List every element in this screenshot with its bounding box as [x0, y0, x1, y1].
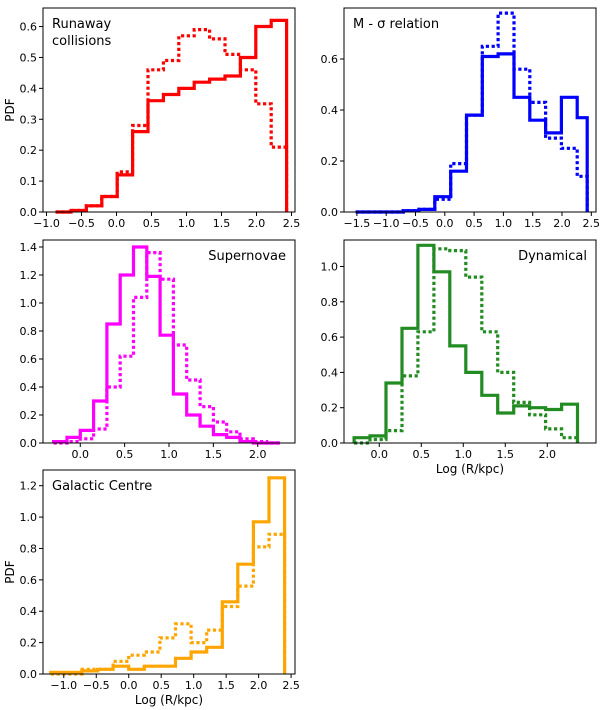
axes-frame: [42, 7, 296, 213]
y-tick-label: 0.6: [20, 21, 38, 34]
axes-frame: [42, 469, 296, 675]
panel-title: Galactic Centre: [52, 479, 152, 494]
y-tick-label: 0.2: [321, 402, 339, 415]
y-tick-label: 0.8: [20, 325, 38, 338]
panel-title: Runaway: [52, 17, 111, 32]
histogram-solid-series: [355, 52, 589, 214]
panel-title: M - σ relation: [353, 17, 439, 32]
panel-title: Dynamical: [518, 249, 587, 264]
x-tick-label: 0.0: [72, 448, 90, 461]
y-axis-label: PDF: [3, 560, 17, 583]
y-tick-label: 1.2: [20, 269, 38, 282]
x-tick-label: 2.0: [539, 448, 557, 461]
x-tick-label: 1.5: [497, 448, 515, 461]
x-tick-label: 1.5: [213, 217, 231, 230]
y-tick-label: 0.1: [20, 175, 38, 188]
y-tick-label: 0.6: [20, 353, 38, 366]
x-tick-label: −0.5: [83, 679, 110, 692]
x-tick-label: 0.0: [371, 448, 389, 461]
panel-title: Supernovae: [208, 249, 286, 264]
x-tick-label: −1.0: [33, 217, 60, 230]
x-tick-label: −1.0: [373, 217, 400, 230]
x-tick-label: −1.0: [50, 679, 77, 692]
x-tick-label: 1.5: [205, 448, 223, 461]
y-tick-label: 1.0: [20, 297, 38, 310]
x-axis-label: Log (R/kpc): [436, 462, 504, 476]
axes-frame: [343, 239, 597, 444]
panel-4: 0.0 0.5 1.0 1.5 2.0 0.0 0.2 0.4 0.6 0.8 1.0 Dynamic…: [321, 239, 597, 476]
x-tick-label: 2.5: [283, 217, 301, 230]
y-tick-label: 0.4: [20, 381, 38, 394]
y-tick-label: 1.0: [321, 260, 339, 273]
x-tick-label: −0.5: [68, 217, 95, 230]
y-tick-label: 1.2: [20, 480, 38, 493]
y-tick-label: 0.2: [20, 637, 38, 650]
x-axis-label: Log (R/kpc): [135, 693, 203, 707]
y-tick-label: 0.0: [321, 206, 339, 219]
x-tick-label: 0.5: [143, 217, 161, 230]
x-tick-label: 0.5: [413, 448, 431, 461]
x-tick-label: 1.5: [217, 679, 235, 692]
histogram-solid-series: [352, 243, 580, 443]
histogram-dotted-series: [53, 251, 280, 445]
panel-1: −1.0 −0.5 0.0 0.5 1.0 1.5 2.0 2.5 0.0 0.1 0.2 0.3 0.…: [3, 7, 301, 230]
y-tick-label: 0.4: [321, 104, 339, 117]
x-tick-label: 0.0: [108, 217, 126, 230]
y-tick-label: 0.2: [20, 409, 38, 422]
x-tick-label: 0.0: [436, 217, 454, 230]
histogram-solid-series: [55, 18, 289, 214]
y-tick-label: 0.4: [321, 366, 339, 379]
y-tick-label: 0.4: [20, 605, 38, 618]
x-tick-label: 1.0: [178, 217, 196, 230]
x-tick-label: 0.5: [116, 448, 134, 461]
x-tick-label: 0.0: [120, 679, 138, 692]
x-tick-label: 0.5: [465, 217, 483, 230]
y-tick-label: 0.8: [321, 296, 339, 309]
y-tick-label: 0.0: [321, 437, 339, 450]
y-tick-label: 0.5: [20, 51, 38, 64]
x-tick-label: −0.5: [402, 217, 429, 230]
y-tick-label: 0.0: [20, 437, 38, 450]
y-tick-label: 0.4: [20, 82, 38, 95]
histogram-solid-series: [52, 245, 280, 445]
y-tick-label: 1.0: [20, 511, 38, 524]
x-tick-label: 2.0: [248, 217, 266, 230]
y-tick-label: 0.3: [20, 113, 38, 126]
x-tick-label: 1.5: [524, 217, 542, 230]
x-tick-label: 2.5: [583, 217, 601, 230]
histogram-dotted-series: [50, 532, 287, 676]
x-tick-label: 2.0: [250, 679, 268, 692]
y-tick-label: 0.8: [20, 542, 38, 555]
x-tick-label: 2.0: [249, 448, 267, 461]
y-tick-label: 0.2: [20, 144, 38, 157]
y-tick-label: 0.6: [321, 331, 339, 344]
x-tick-label: −1.5: [344, 217, 371, 230]
panel-5: −1.0 −0.5 0.0 0.5 1.0 1.5 2.0 2.5 0.0 0.2 0.4 0.6 0.…: [3, 469, 300, 707]
histogram-dotted-series: [355, 11, 589, 214]
x-tick-label: 2.0: [553, 217, 571, 230]
x-tick-label: 1.0: [495, 217, 513, 230]
y-tick-label: 0.0: [20, 206, 38, 219]
histogram-solid-series: [49, 476, 287, 674]
y-tick-label: 0.6: [321, 53, 339, 66]
x-tick-label: 0.5: [152, 679, 170, 692]
x-tick-label: 1.0: [160, 448, 178, 461]
histogram-dotted-series: [354, 247, 580, 445]
x-tick-label: 1.0: [455, 448, 473, 461]
x-tick-label: 2.5: [282, 679, 300, 692]
axes-frame: [343, 7, 597, 213]
x-tick-label: 1.0: [185, 679, 203, 692]
y-tick-label: 0.6: [20, 574, 38, 587]
y-tick-label: 0.0: [20, 668, 38, 681]
panel-title: collisions: [52, 34, 112, 49]
panel-2: −1.5 −1.0 −0.5 0.0 0.5 1.0 1.5 2.0 2.5 0.0 0.2 0.4 0…: [321, 7, 601, 230]
panel-3: 0.0 0.5 1.0 1.5 2.0 0.0 0.2 0.4 0.6 0.8 1.0 1.2 1.4 S…: [20, 239, 296, 461]
y-tick-label: 1.4: [20, 241, 38, 254]
y-axis-label: PDF: [3, 98, 17, 121]
y-tick-label: 0.2: [321, 155, 339, 168]
axes-frame: [42, 239, 296, 444]
